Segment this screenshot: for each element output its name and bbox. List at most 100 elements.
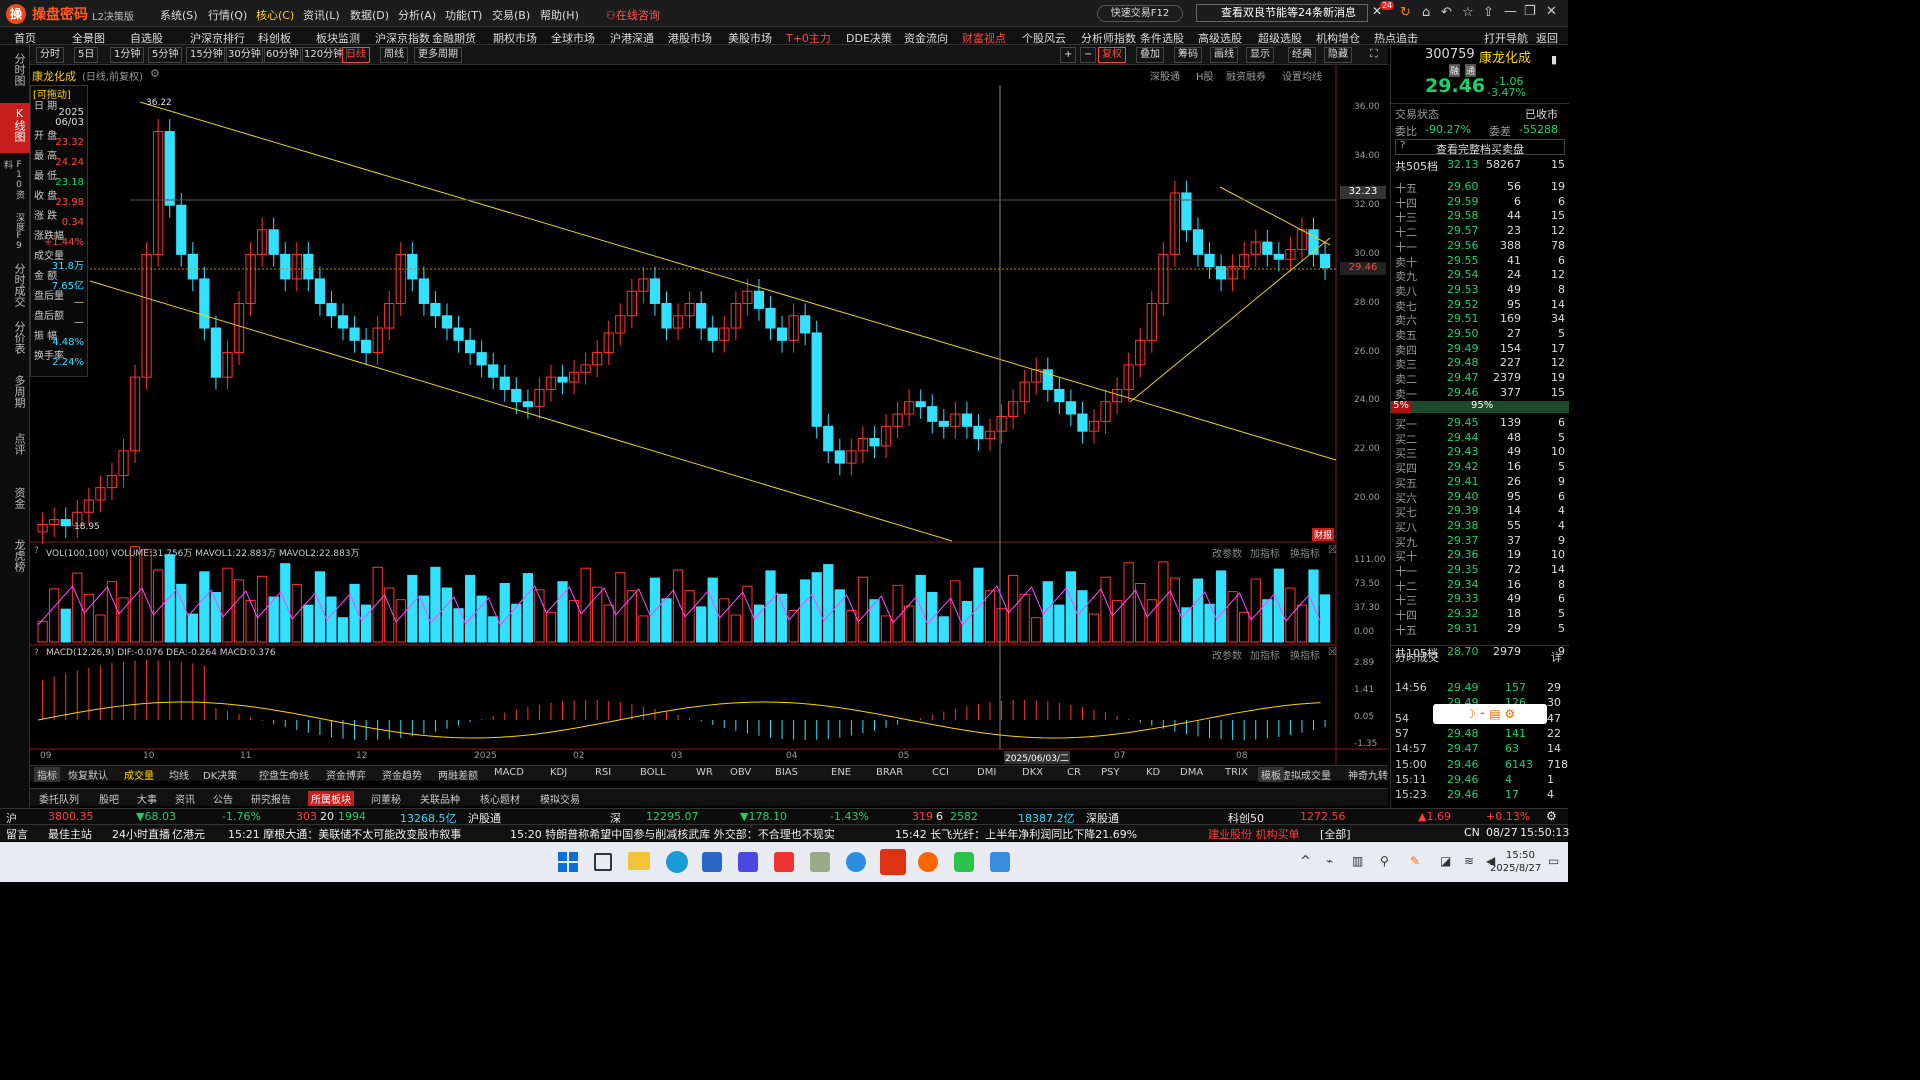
period-120min-button[interactable]: 120分钟 [300,47,348,63]
ask-row[interactable]: 卖二 29.47 2379 19 [1395,371,1565,386]
footer-tab-9[interactable]: 核心题材 [480,795,520,806]
file-explorer-icon[interactable] [628,852,650,870]
menu-info[interactable]: 资讯(L) [303,9,340,22]
nav-item-22[interactable]: 机构增仓 [1316,32,1360,45]
back-icon[interactable]: ↶ [1441,5,1452,20]
indicator-tab-8[interactable]: 两融差额 [438,771,478,782]
nav-item-2[interactable]: 自选股 [130,32,163,45]
link-margin[interactable]: 融资融券 [1226,72,1266,83]
bid-row[interactable]: 买八 29.38 55 4 [1395,519,1565,534]
link-hshare[interactable]: H股 [1196,72,1214,83]
status-settings-icon[interactable]: ⚙ [1546,809,1557,823]
ticker-message[interactable]: 留言 [6,828,28,841]
ask-row[interactable]: 卖六 29.51 169 34 [1395,312,1565,327]
nav-item-0[interactable]: 首页 [14,32,36,45]
footer-tab-3[interactable]: 资讯 [175,795,195,806]
tab-f10[interactable]: F10资料 [2,160,24,199]
tab-price-table[interactable]: 分价表 [13,321,26,354]
close-window-icon[interactable]: ✕ [1546,4,1557,19]
ask-row[interactable]: 卖三 29.48 227 12 [1395,356,1565,371]
sell-total[interactable]: 共505档 32.13 58267 15 [1395,158,1565,173]
store-icon[interactable] [702,852,722,872]
minimize-icon[interactable]: — [1504,4,1517,19]
link-ma-setting[interactable]: 设置均线 [1282,72,1322,83]
app-orange-icon[interactable] [918,852,938,872]
tab-multi-period[interactable]: 多周期 [13,375,26,408]
period-5min-button[interactable]: 5分钟 [148,47,183,63]
ask-row[interactable]: 卖十 29.55 41 6 [1395,254,1565,269]
ticker-all[interactable]: [全部] [1320,828,1351,841]
tray-icon-5[interactable]: ◪ [1440,854,1452,868]
ime-toolbar[interactable]: ☽ ⁃ ▤ ⚙ [1433,704,1547,724]
adjust-dropdown[interactable]: 复权 [1098,47,1126,63]
sgt-label[interactable]: 深股通 [1086,812,1119,825]
indicator-tab-5[interactable]: 控盘生命线 [259,771,309,782]
indicator-tab-16[interactable]: ENE [831,767,852,778]
indicator-tab-2[interactable]: 成交量 [124,771,154,782]
ticker-news-3[interactable]: 15:42 长飞光纤：上半年净利润同比下降21.69% [895,828,1138,841]
ask-row[interactable]: 十二 29.57 23 12 [1395,224,1565,239]
chart-settings-icon[interactable]: ⚙ [150,67,160,80]
period-daily-button[interactable]: 日线 [342,47,370,63]
footer-tab-10[interactable]: 模拟交易 [540,795,580,806]
fullscreen-icon[interactable]: ⛶ [1370,47,1378,60]
indicator-tab-4[interactable]: DK决策 [203,771,238,782]
ticks-detail-link[interactable]: 详 [1551,651,1562,664]
tray-expand-icon[interactable]: ^ [1300,854,1311,869]
vol-add-indicator[interactable]: 加指标 [1250,549,1280,560]
menu-system[interactable]: 系统(S) [160,9,198,22]
task-view-icon[interactable] [594,853,612,871]
tray-icon-4[interactable]: ✎ [1410,854,1421,868]
indicator-tab-25[interactable]: TRIX [1225,767,1248,778]
footer-tab-7[interactable]: 问董秘 [371,795,401,806]
ticker-news-1[interactable]: 15:21 摩根大通：美联储不太可能改变股市叙事 [228,828,462,841]
volume-icon[interactable]: ◀ [1486,854,1496,868]
vol-close-icon[interactable]: ☒ [1328,545,1337,556]
footer-tab-1[interactable]: 股吧 [99,795,119,806]
full-depth-button[interactable]: ? 查看完整档买卖盘 [1395,139,1565,156]
bid-row[interactable]: 十五 29.31 29 5 [1395,622,1565,637]
bid-row[interactable]: 十三 29.33 49 6 [1395,592,1565,607]
footer-tab-5[interactable]: 研究报告 [251,795,291,806]
menu-core[interactable]: 核心(C) [256,9,295,22]
period-1min-button[interactable]: 1分钟 [110,47,145,63]
ticker-live[interactable]: 24小时直播 [112,828,170,841]
app-m-icon[interactable] [738,852,758,872]
footer-tab-6[interactable]: 所属板块 [308,791,354,806]
cloud-icon[interactable] [846,852,866,872]
period-5day-button[interactable]: 5日 [74,47,99,63]
indicator-tab-12[interactable]: BOLL [640,767,666,778]
macd-help-icon[interactable]: ? [34,648,39,658]
bid-row[interactable]: 买四 29.42 16 5 [1395,460,1565,475]
nav-item-9[interactable]: 全球市场 [551,32,595,45]
vol-change-params[interactable]: 改参数 [1212,549,1242,560]
tab-dragon-tiger[interactable]: 龙虎榜 [13,539,26,572]
footer-tab-8[interactable]: 关联品种 [420,795,460,806]
macd-change-params[interactable]: 改参数 [1212,651,1242,662]
macd-close-icon[interactable]: ☒ [1328,647,1337,658]
notification-icon[interactable]: ▭ [1548,854,1560,868]
indicator-tab-3[interactable]: 均线 [169,771,189,782]
nav-item-10[interactable]: 沪港深通 [610,32,654,45]
period-60min-button[interactable]: 60分钟 [262,47,303,63]
nav-item-16[interactable]: 财富视点 [962,32,1006,45]
indicator-tab-13[interactable]: WR [696,767,713,778]
more-periods-dropdown[interactable]: 更多周期 [414,47,462,63]
nav-item-20[interactable]: 高级选股 [1198,32,1242,45]
menu-quote[interactable]: 行情(Q) [208,9,248,22]
nav-item-6[interactable]: 沪深京指数 [375,32,430,45]
nav-item-12[interactable]: 美股市场 [728,32,772,45]
overlay-dropdown[interactable]: 叠加 [1136,47,1164,63]
tab-intraday[interactable]: 分时图 [13,53,26,86]
indicator-tab-24[interactable]: DMA [1180,767,1204,778]
nav-item-8[interactable]: 期权市场 [493,32,537,45]
ask-row[interactable]: 卖八 29.53 49 8 [1395,283,1565,298]
ask-row[interactable]: 卖七 29.52 95 14 [1395,298,1565,313]
classic-button[interactable]: 经典 [1288,47,1316,63]
macd-switch-indicator[interactable]: 换指标 [1290,651,1320,662]
app-building-icon[interactable] [810,852,830,872]
bid-row[interactable]: 买二 29.44 48 5 [1395,431,1565,446]
app-red-icon[interactable] [774,852,794,872]
indicator-tab-21[interactable]: CR [1067,767,1081,778]
kline-chart-svg[interactable]: 36.22 18.95 [30,65,1388,765]
